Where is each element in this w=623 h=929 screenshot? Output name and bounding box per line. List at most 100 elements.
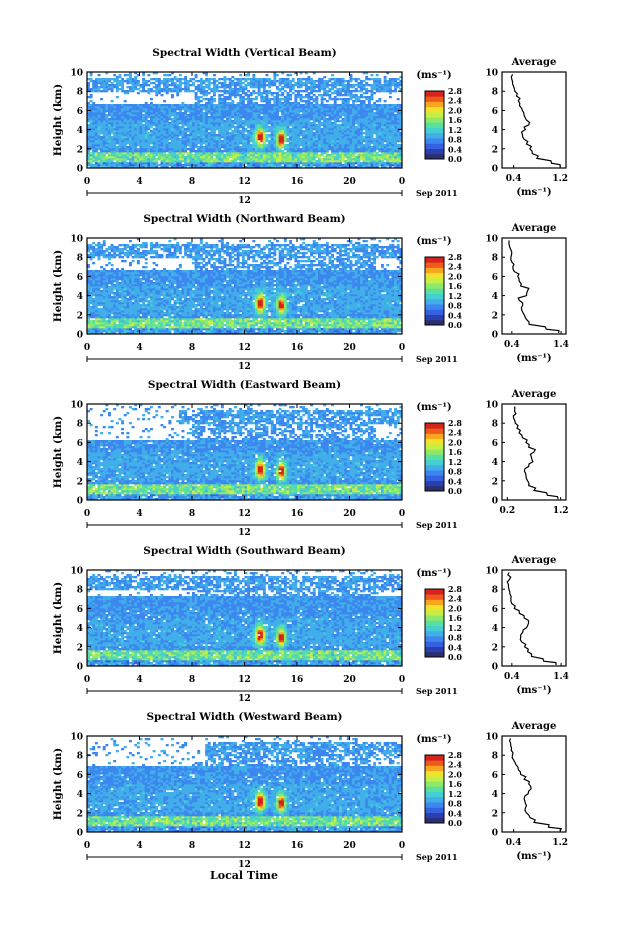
profile-y-tick-label: 6: [492, 771, 498, 781]
profile-y-tick-label: 10: [485, 401, 498, 411]
colorbar-frame: [424, 90, 445, 160]
colorbar-tick-label: 0.0: [448, 818, 462, 828]
colorbar-swatch: [425, 765, 444, 772]
colorbar-tick-label: 0.0: [448, 652, 462, 662]
colorbar-swatch: [425, 475, 444, 481]
colorbar-tick-label: 2.4: [448, 262, 462, 272]
y-tick-label: 8: [77, 752, 83, 762]
colorbar-tick-label: 1.2: [448, 457, 462, 467]
colorbar-swatch: [425, 443, 444, 450]
profile-y-tick-label: 6: [492, 273, 498, 283]
colorbar-swatch: [425, 609, 444, 616]
colorbar-tick-label: 2.0: [448, 603, 462, 613]
chart-panel: Spectral Width (Northward Beam) 0 2 4 6 8 10 0 4…: [52, 213, 569, 372]
y-tick-label: 6: [77, 771, 83, 781]
profile-title: Average: [511, 223, 557, 234]
profile-y-tick-label: 10: [485, 235, 498, 245]
colorbar-swatch: [425, 438, 444, 445]
colorbar-swatch: [425, 153, 444, 160]
colorbar-swatch: [425, 148, 444, 155]
profile-y-tick-label: 4: [492, 126, 498, 136]
colorbar-swatch: [425, 277, 444, 284]
colorbar-swatch: [425, 480, 444, 487]
y-tick-label: 4: [77, 292, 83, 302]
profile-y-tick-label: 0: [492, 829, 498, 839]
x-tick-label: 16: [291, 509, 304, 519]
x-tick-label: 12: [238, 841, 251, 851]
x-tick-label: 16: [291, 177, 304, 187]
x-tick-label: 0: [399, 675, 405, 685]
profile-x-tick-label: 1.4: [553, 340, 569, 350]
date-label: Sep 2011: [416, 354, 458, 364]
y-tick-label: 0: [77, 331, 83, 341]
profile-y-tick-label: 10: [485, 567, 498, 577]
colorbar-swatch: [425, 786, 444, 793]
profile-y-tick-label: 10: [485, 69, 498, 79]
y-tick-label: 8: [77, 586, 83, 596]
colorbar-frame: [424, 588, 445, 658]
colorbar-label: (ms⁻¹): [416, 70, 451, 81]
y-tick-label: 6: [77, 439, 83, 449]
chart-title: Spectral Width (Westward Beam): [146, 711, 342, 723]
colorbar-tick-label: 2.8: [448, 252, 462, 262]
colorbar-tick-label: 0.0: [448, 154, 462, 164]
profile-y-tick-label: 8: [492, 254, 498, 264]
colorbar-tick-label: 2.4: [448, 428, 462, 438]
heatmap-cells: [87, 570, 403, 667]
y-tick-label: 10: [70, 567, 83, 577]
chart-panel: Spectral Width (Westward Beam) 0 2 4 6 8 10 0 4 8…: [52, 711, 568, 870]
colorbar-tick-label: 2.4: [448, 760, 462, 770]
y-tick-label: 2: [77, 311, 83, 321]
date-label: Sep 2011: [416, 188, 458, 198]
x-tick-label: 12: [238, 343, 251, 353]
x-tick-label: 0: [84, 177, 90, 187]
y-axis-label: Height (km): [52, 250, 64, 322]
y-axis-label: Height (km): [52, 748, 64, 820]
x-tick-label: 20: [343, 509, 356, 519]
profile-title: Average: [511, 555, 557, 566]
colorbar-swatch: [425, 630, 444, 637]
colorbar-swatch: [425, 298, 444, 305]
profile-y-tick-label: 8: [492, 586, 498, 596]
profile-y-tick-label: 0: [492, 497, 498, 507]
colorbar-label: (ms⁻¹): [416, 568, 451, 579]
y-tick-label: 0: [77, 829, 83, 839]
colorbar-tick-label: 1.6: [448, 281, 462, 291]
x-tick-label: 0: [399, 343, 405, 353]
heatmap-cells: [87, 72, 403, 169]
x-tick-label: 12: [238, 675, 251, 685]
y-tick-label: 0: [77, 663, 83, 673]
x-tick-label: 4: [136, 509, 142, 519]
x-tick-label: 0: [84, 343, 90, 353]
x-tick-label: 8: [189, 675, 195, 685]
colorbar-tick-label: 2.0: [448, 769, 462, 779]
profile-y-tick-label: 0: [492, 331, 498, 341]
x-tick-label: 0: [399, 177, 405, 187]
colorbar-tick-label: 1.2: [448, 291, 462, 301]
profile-title: Average: [511, 389, 557, 400]
colorbar-swatch: [425, 812, 444, 819]
profile-y-tick-label: 6: [492, 605, 498, 615]
colorbar-tick-label: 1.2: [448, 125, 462, 135]
profile-y-tick-label: 2: [492, 311, 498, 321]
profile-x-tick-label: 0.2: [499, 506, 515, 516]
y-tick-label: 6: [77, 107, 83, 117]
y-tick-label: 10: [70, 69, 83, 79]
colorbar-swatch: [425, 604, 444, 611]
x-tick-label: 16: [291, 343, 304, 353]
profile-frame: [501, 569, 567, 667]
x-tick-label: 8: [189, 841, 195, 851]
profile-x-tick-label: 1.2: [553, 506, 569, 516]
heatmap-cells: [87, 238, 403, 335]
y-axis-label: Height (km): [52, 416, 64, 488]
colorbar-tick-label: 0.8: [448, 135, 462, 145]
colorbar-swatch: [425, 138, 444, 144]
colorbar-tick-label: 0.8: [448, 467, 462, 477]
day-label: 12: [238, 694, 251, 704]
colorbar-swatch: [425, 641, 444, 647]
profile-x-label: (ms⁻¹): [516, 353, 551, 364]
profile-y-tick-label: 0: [492, 663, 498, 673]
date-label: Sep 2011: [416, 686, 458, 696]
colorbar-tick-label: 0.0: [448, 486, 462, 496]
colorbar-swatch: [425, 428, 444, 434]
